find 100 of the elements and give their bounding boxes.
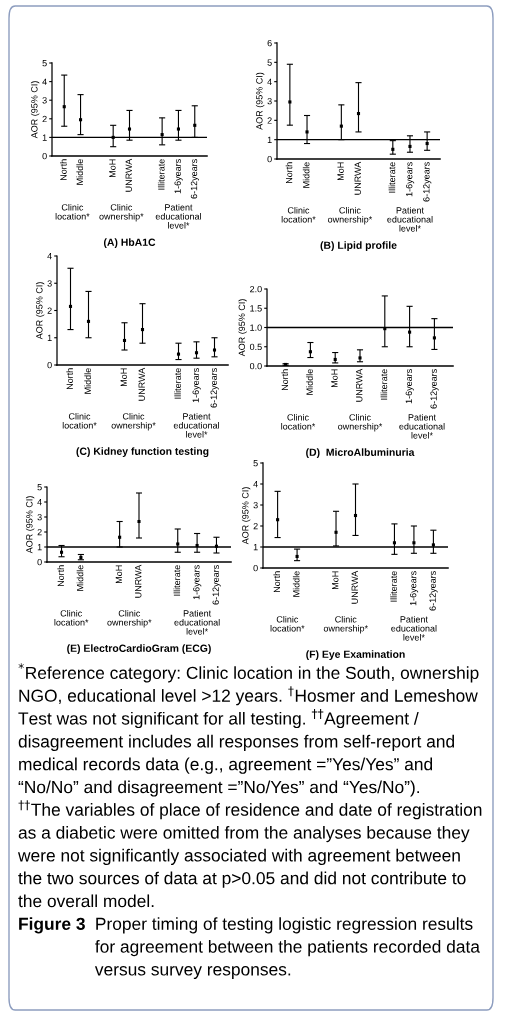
x-tick-label: UNRWA bbox=[138, 367, 145, 401]
y-tick-label: 3 bbox=[267, 97, 272, 105]
text: Clinic ownership* bbox=[111, 412, 156, 431]
x-tick-label: MoH bbox=[337, 162, 344, 181]
y-tick-label: 3 bbox=[37, 513, 42, 521]
text: Proper timing of testing logistic regression results for agreement between the patients recorded data versus survey responses. bbox=[94, 917, 480, 979]
y-axis-title: AOR (95% CI) bbox=[241, 487, 251, 545]
x-tick-label: Middle bbox=[292, 571, 300, 597]
y-tick-label: 4 bbox=[42, 78, 47, 85]
y-tick-label: 1 bbox=[253, 544, 258, 551]
y-tick-label: 0.0 bbox=[249, 362, 262, 370]
text: $^{*}$Reference category: Clinic location in the South, ownership NGO, educational level >12 years. $^{†}$Hosmer and Lemeshow Test was not significant for all testing. $^{††}$Agreement / disagreement includes all responses from self-report and medical records data (e.g., agreement =”Yes/Yes” and “No/No” and disagreement =”No/Yes” and “Yes/No”). $^{††}$The variables of place of residence and date of registration as a diabetic were omitted from the analyses because they were not significantly associated with agreement between the two sources of data at p>0.05 and did not contribute to the overall model. bbox=[17, 663, 482, 908]
x-tick-label: UNRWA bbox=[356, 368, 363, 402]
text: Clinic ownership* bbox=[99, 203, 144, 222]
y-tick-label: 1 bbox=[42, 134, 47, 141]
y-tick-label: 2 bbox=[42, 115, 47, 123]
x-tick-label: UNRWA bbox=[351, 570, 358, 604]
y-axis-title: AOR (95% CI) bbox=[35, 282, 45, 340]
x-tick-label: Illiterate bbox=[174, 368, 181, 399]
x-tick-label: 1-6years bbox=[405, 369, 414, 404]
x-tick-label: 1-6years bbox=[409, 571, 419, 606]
y-tick-label: 0 bbox=[42, 152, 47, 160]
y-tick-label: 2.0 bbox=[250, 285, 262, 293]
y-tick-label: 1 bbox=[37, 544, 42, 551]
y-tick-label: 3 bbox=[42, 97, 47, 104]
x-tick-label: UNRWA bbox=[125, 158, 132, 192]
text: Clinic location* bbox=[54, 609, 89, 626]
y-tick-label: 1 bbox=[267, 136, 272, 143]
y-tick-label: 5 bbox=[42, 60, 47, 67]
x-tick-label: Illiterate bbox=[390, 571, 397, 602]
x-tick-label: UNRWA bbox=[354, 161, 361, 195]
y-tick-label: 5 bbox=[267, 59, 272, 66]
x-tick-label: Middle bbox=[76, 565, 84, 591]
text: Clinic location* bbox=[62, 412, 97, 429]
x-tick-label: MoH bbox=[120, 368, 127, 387]
x-tick-label: Middle bbox=[84, 368, 91, 394]
y-tick-label: 2 bbox=[47, 307, 52, 314]
y-axis-title: AOR (95% CI) bbox=[30, 81, 40, 139]
text: (C) Kidney function testing bbox=[76, 447, 209, 458]
text: Clinic location* bbox=[55, 203, 90, 220]
text: Clinic ownership* bbox=[323, 615, 368, 634]
y-tick-label: 0 bbox=[37, 558, 42, 566]
y-tick-label: 2 bbox=[253, 522, 258, 530]
y-tick-label: 1 bbox=[47, 334, 52, 342]
x-tick-label: 6-12years bbox=[429, 571, 438, 611]
y-tick-label: 0 bbox=[267, 155, 272, 163]
y-axis-title: AOR (95% CI) bbox=[238, 299, 247, 357]
y-tick-label: 3 bbox=[47, 280, 52, 287]
y-tick-label: 4 bbox=[37, 499, 42, 506]
y-tick-label: 0 bbox=[253, 564, 258, 572]
text: Clinic location* bbox=[270, 615, 305, 632]
y-tick-label: 6 bbox=[267, 39, 272, 47]
y-tick-label: 1.5 bbox=[250, 305, 262, 312]
x-tick-label: 6-12years bbox=[423, 162, 432, 202]
x-tick-label: North bbox=[60, 159, 67, 181]
x-tick-label: MoH bbox=[332, 571, 339, 590]
text: Patient educational level* bbox=[387, 206, 433, 232]
text: (B) Lipid profile bbox=[320, 241, 397, 252]
text: Clinic ownership* bbox=[338, 413, 383, 432]
y-tick-label: 1.0 bbox=[250, 324, 262, 331]
y-tick-label: 5 bbox=[37, 484, 42, 491]
y-tick-label: 5 bbox=[253, 460, 258, 467]
y-tick-label: 0 bbox=[47, 361, 52, 369]
y-axis-title: AOR (95% CI) bbox=[255, 72, 265, 130]
x-tick-label: Illiterate bbox=[380, 369, 388, 400]
x-tick-label: 6-12years bbox=[430, 369, 439, 409]
x-tick-label: UNRWA bbox=[135, 564, 142, 598]
x-tick-label: Middle bbox=[76, 159, 83, 185]
x-tick-label: Illiterate bbox=[388, 162, 396, 193]
y-axis-title: AOR (95% CI) bbox=[25, 496, 35, 554]
x-tick-label: North bbox=[66, 368, 73, 390]
x-tick-label: Middle bbox=[306, 369, 313, 395]
x-tick-label: Middle bbox=[302, 162, 310, 188]
text: Patient educational level* bbox=[155, 203, 201, 229]
x-tick-label: MoH bbox=[109, 159, 116, 178]
y-tick-label: 4 bbox=[47, 253, 52, 260]
text: (A) HbA1C bbox=[103, 238, 156, 249]
x-tick-label: North bbox=[57, 565, 64, 587]
y-tick-label: 2 bbox=[37, 528, 42, 536]
x-tick-label: 6-12years bbox=[190, 159, 199, 199]
text: (F) Eye Examination bbox=[306, 650, 405, 661]
text: (E) ElectroCardioGram (ECG) bbox=[67, 644, 211, 655]
x-tick-label: MoH bbox=[115, 565, 123, 584]
x-tick-label: 6-12years bbox=[212, 565, 221, 605]
x-tick-label: 1-6years bbox=[174, 159, 183, 194]
text: Patient educational level* bbox=[399, 413, 445, 439]
text: Clinic location* bbox=[281, 206, 316, 223]
y-tick-label: 4 bbox=[253, 481, 258, 488]
text: Clinic ownership* bbox=[107, 609, 152, 628]
x-tick-label: 1-6years bbox=[192, 368, 201, 403]
text: Figure 3 bbox=[19, 917, 85, 934]
x-tick-label: Illiterate bbox=[173, 565, 181, 596]
y-tick-label: 0.5 bbox=[249, 343, 262, 351]
text: Patient educational level* bbox=[174, 609, 220, 635]
y-tick-label: 3 bbox=[253, 501, 258, 509]
x-tick-label: 6-12years bbox=[210, 368, 219, 408]
x-tick-label: Illiterate bbox=[157, 159, 165, 190]
text: Patient educational level* bbox=[173, 412, 219, 438]
x-tick-label: 1-6years bbox=[406, 162, 415, 197]
x-tick-label: MoH bbox=[331, 369, 338, 388]
